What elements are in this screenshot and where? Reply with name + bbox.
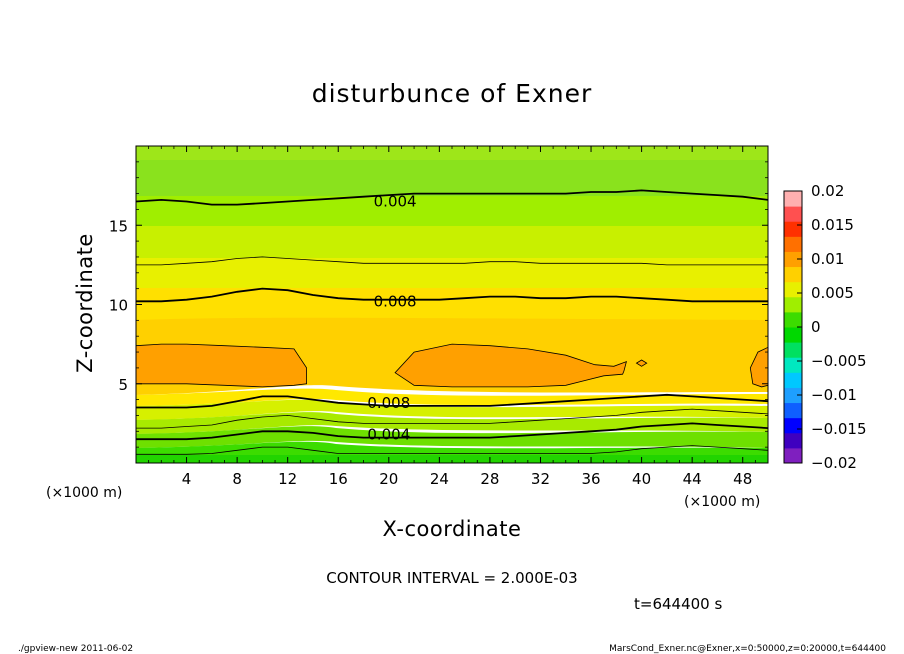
x-tick-label: 40 [632,470,651,488]
warm-cell [136,344,307,387]
contour-label: 0.008 [374,292,417,310]
x-tick-label: 24 [430,470,449,488]
colorbar-swatch [784,432,802,449]
colorbar-swatch [784,311,802,328]
colorbar-swatch [784,372,802,388]
band [136,258,768,288]
x-tick-label: 12 [278,470,297,488]
colorbar-label: −0.02 [811,454,857,472]
colorbar-swatch [784,281,802,298]
contour-line [136,445,768,455]
contour-label: 0.004 [367,425,410,443]
plot-area: 0.004 0.008 0.008 0.004 [135,145,769,464]
band [136,399,768,420]
x-tick-label: 20 [379,470,398,488]
colorbar-swatch [784,387,802,404]
x-unit-left: (×1000 m) [46,485,122,501]
contour-label: 0.004 [374,192,417,210]
x-axis-label: X-coordinate [383,517,522,541]
colorbar-swatch [784,357,802,373]
footer-right: MarsCond_Exner.nc@Exner,x=0:50000,z=0:20… [609,644,886,654]
colorbar-swatch [784,296,802,313]
contour-interval-text: CONTOUR INTERVAL = 2.000E-03 [326,569,577,587]
y-tick-label: 15 [109,217,128,235]
colorbar-label: 0.015 [811,216,854,234]
contour-line [136,393,768,409]
warm-cell [395,344,627,387]
contour-labels: 0.004 0.008 0.008 0.004 [367,192,416,443]
colorbar-swatch [784,206,802,222]
contour-label: 0.008 [367,394,410,412]
y-axis: 5 10 15 [109,161,768,448]
colorbar-swatch [784,236,802,252]
x-unit-right: (×1000 m) [684,494,760,510]
colorbar-swatch [784,402,802,419]
colorbar-swatch [784,447,802,464]
closed-contour [394,343,627,388]
colorbar-swatch [784,251,802,268]
band [136,226,768,258]
x-tick-label: 48 [733,470,752,488]
contour-line [136,408,768,429]
colorbar-swatch [784,221,802,237]
y-axis-label: Z-coordinate [73,233,97,373]
x-tick-label: 16 [329,470,348,488]
orange-cells [136,344,768,387]
y-tick-label: 10 [109,297,128,315]
closed-contour [136,343,307,388]
contour-line [136,287,768,303]
colorbar-label: −0.01 [811,386,857,404]
x-tick-label: 8 [232,470,242,488]
colorbar-label: −0.005 [811,352,867,370]
x-tick-label: 28 [480,470,499,488]
band [136,196,768,226]
x-tick-label: 4 [182,470,192,488]
footer-left: ./gpview-new 2011-06-02 [18,644,133,654]
x-tick-label: 32 [531,470,550,488]
colorbar-label: −0.015 [811,420,867,438]
colorbar-swatch [784,342,802,358]
colorbar-label: 0.005 [811,284,854,302]
colorbar-label: 0 [811,318,821,336]
closed-contour [749,346,768,388]
band [136,160,768,196]
y-tick-label: 5 [118,376,128,394]
contour-line [136,256,768,266]
warm-cell [750,347,768,387]
x-axis: 4 8 12 16 20 24 28 32 36 40 44 48 [148,146,756,488]
colorbar-label: 0.01 [811,250,844,268]
closed-contour [635,359,648,367]
band [136,455,768,463]
chart-title: disturbunce of Exner [312,79,593,108]
contour-line [136,422,768,441]
colorbar-swatch [784,266,802,283]
time-text: t=644400 s [634,595,722,613]
colorbar-swatch [784,191,802,207]
colorbar-label: 0.02 [811,182,844,200]
colorbar: 0.02 0.015 0.01 0.005 0 −0.005 −0.01 −0.015 −0.0… [783,182,867,472]
contour-lines [136,189,768,455]
contour-line [136,189,768,206]
x-tick-label: 36 [581,470,600,488]
x-tick-label: 44 [683,470,702,488]
colorbar-swatch [784,417,802,434]
band [136,388,768,406]
colorbar-swatch [784,327,802,343]
